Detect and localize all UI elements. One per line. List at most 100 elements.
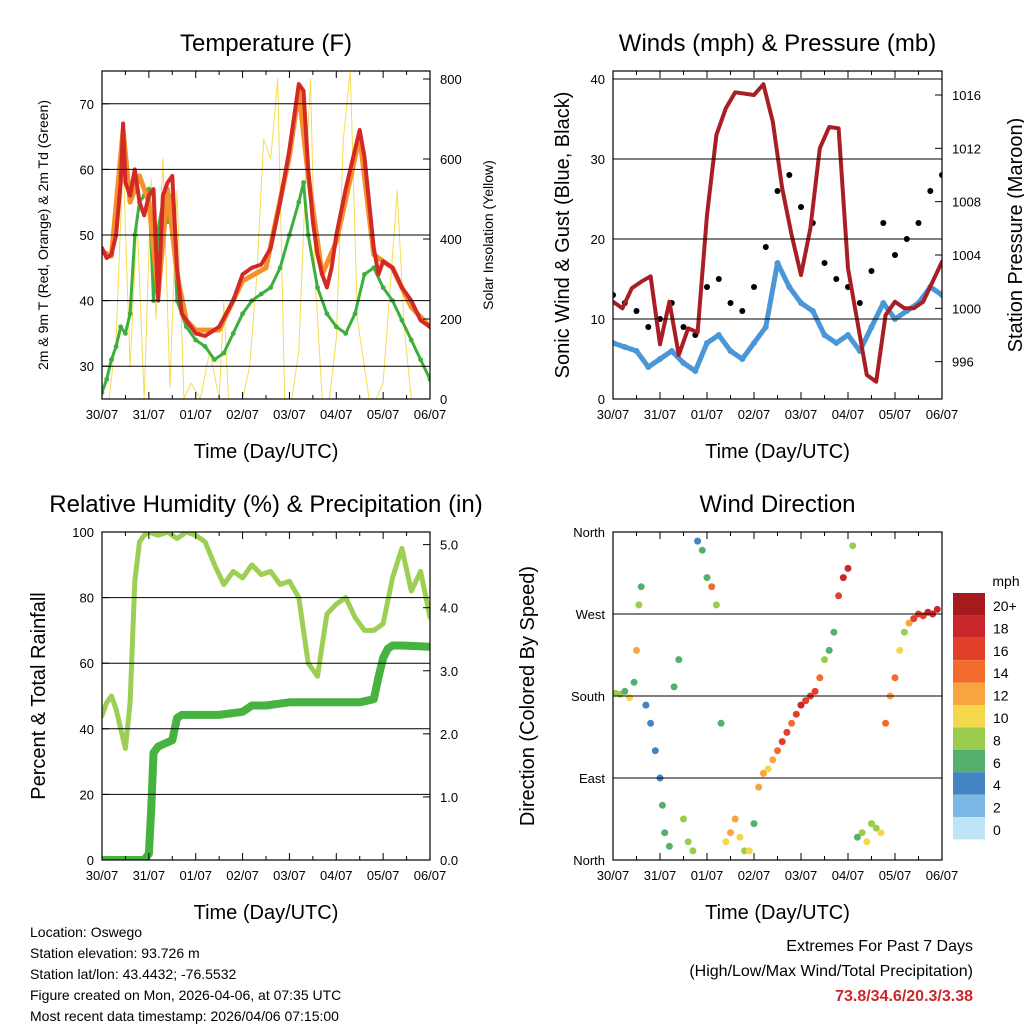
- plot-area: [102, 71, 430, 399]
- gust-point: [727, 300, 734, 306]
- direction-point: [621, 687, 629, 695]
- dewpoint-point: [268, 285, 274, 290]
- dewpoint-point: [315, 285, 320, 290]
- sonic-wind-point: [645, 364, 652, 370]
- plot-area: [102, 532, 430, 860]
- gust-point: [821, 260, 828, 266]
- direction-point: [821, 656, 828, 664]
- direction-point: [630, 678, 638, 686]
- dewpoint-point: [193, 337, 199, 343]
- y-right-tick-label: 1016: [952, 88, 981, 103]
- y-right-tick-label: 1012: [952, 141, 981, 156]
- colorbar-swatch: [953, 772, 985, 795]
- y-right-tick-label: 1000: [952, 301, 981, 316]
- x-tick-label: 03/07: [785, 868, 818, 883]
- dewpoint-point: [333, 324, 339, 330]
- colorbar-swatch: [953, 749, 985, 773]
- latlon-text: Station lat/lon: 43.4432; -76.5532: [30, 966, 237, 982]
- x-tick-label: 04/07: [832, 407, 865, 422]
- x-tick-label: 30/07: [86, 868, 119, 883]
- x-tick-label: 01/07: [179, 407, 212, 422]
- sonic-wind-point: [809, 308, 816, 314]
- colorbar: mph 20+ 18 16 14 12 10 8 6 4 2 0: [953, 573, 1020, 840]
- direction-point: [633, 646, 640, 654]
- direction-point: [844, 564, 852, 572]
- direction-point: [703, 574, 711, 582]
- x-tick-label: 06/07: [926, 407, 959, 422]
- sonic-wind-point: [833, 340, 840, 346]
- station-info: Location: Oswego Station elevation: 93.7…: [30, 922, 341, 1027]
- direction-point: [783, 728, 791, 736]
- colorbar-swatch: [953, 705, 985, 728]
- x-tick-label: 03/07: [273, 868, 306, 883]
- colorbar-label: 18: [993, 620, 1009, 636]
- direction-point: [637, 583, 645, 591]
- y-tick-label: 30: [591, 152, 605, 167]
- x-tick-label: 30/07: [597, 407, 630, 422]
- gust-point: [927, 188, 934, 194]
- colorbar-swatch: [953, 660, 985, 683]
- y-right-tick-label: 600: [440, 152, 462, 167]
- x-tick-label: 03/07: [273, 407, 306, 422]
- sonic-wind-point: [613, 340, 616, 346]
- x-tick-label: 03/07: [785, 407, 818, 422]
- y-tick-label: 40: [80, 294, 94, 309]
- direction-point: [675, 656, 683, 664]
- y-right-tick-label: 0.0: [440, 853, 458, 868]
- gust-point: [798, 204, 804, 210]
- gust-point: [645, 324, 652, 330]
- gust-point: [633, 308, 640, 314]
- direction-point: [872, 824, 880, 832]
- direction-point: [863, 838, 871, 846]
- direction-point: [830, 628, 838, 636]
- direction-point: [642, 701, 650, 709]
- sonic-wind-point: [692, 368, 699, 374]
- panel-temperature: Temperature (F) Time (Day/UTC) 30/07 31/07 0…: [35, 30, 496, 463]
- x-tick-label: 05/07: [367, 407, 400, 422]
- y-tick-label: 60: [80, 162, 94, 177]
- direction-point: [717, 719, 725, 727]
- y-axis-label: Sonic Wind & Gust (Blue, Black): [552, 92, 574, 379]
- colorbar-title: mph: [992, 573, 1019, 589]
- dewpoint-point: [240, 311, 246, 317]
- gust-point: [786, 172, 793, 178]
- y-tick-label: 0: [87, 853, 94, 868]
- colorbar-swatch: [953, 817, 985, 840]
- direction-point: [727, 829, 734, 837]
- gust-point: [880, 220, 887, 226]
- y-tick-label: North: [573, 853, 605, 868]
- y-tick-label: West: [576, 607, 606, 622]
- colorbar-label: 20+: [993, 598, 1017, 614]
- dewpoint-point: [146, 186, 152, 192]
- direction-point: [745, 847, 753, 855]
- sonic-wind-point: [762, 324, 769, 330]
- y-tick-label: 40: [591, 72, 605, 87]
- dewpoint-point: [399, 317, 405, 323]
- direction-point: [868, 820, 875, 828]
- gust-point: [892, 252, 898, 258]
- x-axis-label: Time (Day/UTC): [194, 902, 339, 924]
- sonic-wind-point: [939, 292, 942, 298]
- station-pressure-line: [613, 82, 942, 384]
- direction-point: [755, 783, 763, 791]
- panel-winds: Winds (mph) & Pressure (mb) Time (Day/UTC…: [552, 30, 1024, 463]
- direction-point: [802, 697, 810, 705]
- y-right-tick-label: 3.0: [440, 664, 458, 679]
- x-tick-label: 01/07: [179, 868, 212, 883]
- y-right-tick-label: 1.0: [440, 790, 458, 805]
- extremes-subtitle: (High/Low/Max Wind/Total Precipitation): [689, 963, 973, 980]
- dewpoint-point: [408, 337, 414, 343]
- sonic-wind-point: [633, 348, 640, 354]
- gust-point: [915, 220, 922, 226]
- direction-point: [670, 683, 678, 691]
- gust-point: [833, 276, 840, 282]
- direction-point: [910, 615, 918, 623]
- sonic-wind-point: [880, 300, 887, 306]
- colorbar-swatch: [953, 637, 985, 661]
- y-tick-label: 40: [80, 722, 94, 737]
- colorbar-swatch: [953, 682, 985, 705]
- location-text: Location: Oswego: [30, 924, 143, 940]
- relative-humidity-line: [102, 532, 430, 751]
- y-axis-label: Percent & Total Rainfall: [28, 592, 50, 800]
